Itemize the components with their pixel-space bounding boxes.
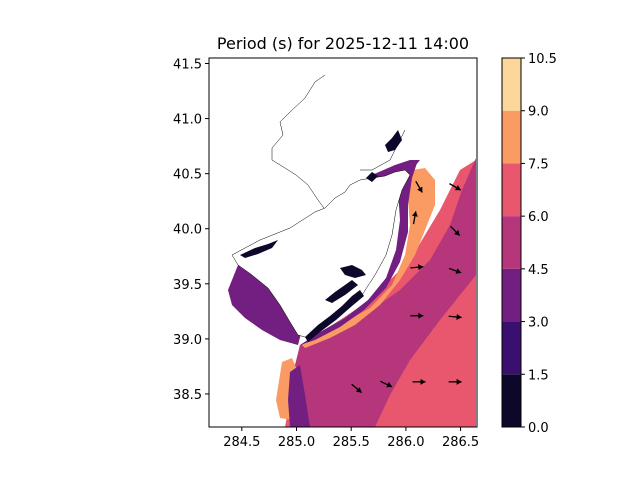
y-tick-label: 40.0 bbox=[173, 223, 202, 238]
colorbar-cell bbox=[502, 216, 521, 269]
colorbar-cell bbox=[502, 321, 521, 375]
chart-title: Period (s) for 2025-12-11 14:00 bbox=[217, 34, 469, 53]
x-tick-label: 286.5 bbox=[442, 435, 479, 450]
map-plot-area: 284.5 285.0 285.5 286.0 286.5 38.5 39.0 39.5 40… bbox=[173, 57, 479, 450]
colorbar-cell bbox=[502, 110, 521, 164]
x-tick-label: 285.0 bbox=[278, 435, 315, 450]
coastline-north bbox=[271, 74, 406, 209]
vector-arrow bbox=[412, 378, 426, 385]
colorbar-tick-label: 6.0 bbox=[528, 210, 549, 225]
colorbar-cell bbox=[502, 58, 521, 111]
colorbar-tick-label: 10.5 bbox=[528, 52, 557, 67]
vector-arrow bbox=[415, 180, 423, 193]
y-tick-label: 38.5 bbox=[173, 388, 202, 403]
colorbar-tick-label: 1.5 bbox=[528, 368, 549, 383]
y-tick-label: 39.0 bbox=[173, 333, 202, 348]
y-tick-label: 40.5 bbox=[173, 168, 202, 183]
y-tick-label: 41.5 bbox=[173, 58, 202, 73]
y-tick-label: 41.0 bbox=[173, 113, 202, 128]
colorbar-cell bbox=[502, 163, 521, 217]
x-tick-label: 284.5 bbox=[223, 435, 260, 450]
vector-arrow bbox=[411, 211, 418, 225]
contour-shelf-mid bbox=[290, 158, 476, 427]
vector-arrow bbox=[448, 267, 462, 274]
contour-fields bbox=[228, 74, 476, 427]
colorbar-frame bbox=[501, 57, 522, 428]
colorbar-tick-label: 3.0 bbox=[528, 316, 549, 331]
land-mass bbox=[231, 169, 411, 339]
vector-arrow bbox=[448, 313, 462, 320]
x-tick-label: 285.5 bbox=[333, 435, 370, 450]
contour-south-strip bbox=[288, 365, 310, 427]
vector-arrow bbox=[410, 312, 424, 319]
axes-frame bbox=[208, 57, 478, 428]
colorbar-tick-label: 7.5 bbox=[528, 157, 549, 172]
vector-arrow bbox=[410, 264, 424, 271]
vector-arrow bbox=[448, 378, 462, 385]
contour-nearshore-band bbox=[302, 168, 435, 348]
y-tick-label: 39.5 bbox=[173, 278, 202, 293]
colorbar: 0.0 1.5 3.0 4.5 6.0 7.5 9.0 10.5 bbox=[501, 52, 557, 436]
y-axis: 38.5 39.0 39.5 40.0 40.5 41.0 41.5 bbox=[173, 58, 209, 403]
wave-direction-arrows bbox=[351, 180, 462, 394]
colorbar-cell bbox=[502, 268, 521, 322]
contour-north-bay bbox=[372, 160, 420, 180]
colorbar-tick-label: 9.0 bbox=[528, 105, 549, 120]
colorbar-cell bbox=[502, 374, 521, 427]
vector-arrow bbox=[380, 380, 393, 388]
vector-arrow bbox=[449, 183, 462, 191]
x-tick-label: 286.0 bbox=[387, 435, 424, 450]
x-axis: 284.5 285.0 285.5 286.0 286.5 bbox=[223, 427, 479, 450]
colorbar-tick-label: 4.5 bbox=[528, 263, 549, 278]
colorbar-tick-label: 0.0 bbox=[528, 421, 549, 436]
vector-arrow bbox=[450, 225, 461, 236]
contour-inner-bays bbox=[228, 258, 305, 345]
vector-arrow bbox=[351, 383, 363, 394]
